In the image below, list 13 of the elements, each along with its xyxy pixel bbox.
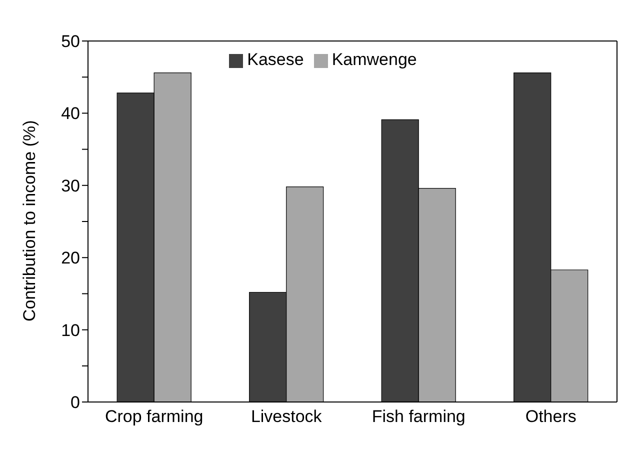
- y-tick-label: 50: [61, 32, 80, 52]
- legend-label: Kasese: [247, 50, 304, 69]
- x-tick-label: Fish farming: [372, 407, 466, 426]
- legend-label: Kamwenge: [332, 50, 417, 69]
- y-axis-title: Contribution to income (%): [20, 120, 40, 322]
- x-tick-label: Crop farming: [104, 407, 204, 426]
- x-tick-label: Livestock: [250, 407, 322, 426]
- y-tick-label: 20: [61, 248, 80, 268]
- x-tick-label: Others: [525, 407, 576, 426]
- y-tick-label: 10: [61, 320, 80, 340]
- y-tick-label: 40: [61, 104, 80, 124]
- y-tick-label: 30: [61, 176, 80, 196]
- y-tick-label: 0: [70, 393, 80, 412]
